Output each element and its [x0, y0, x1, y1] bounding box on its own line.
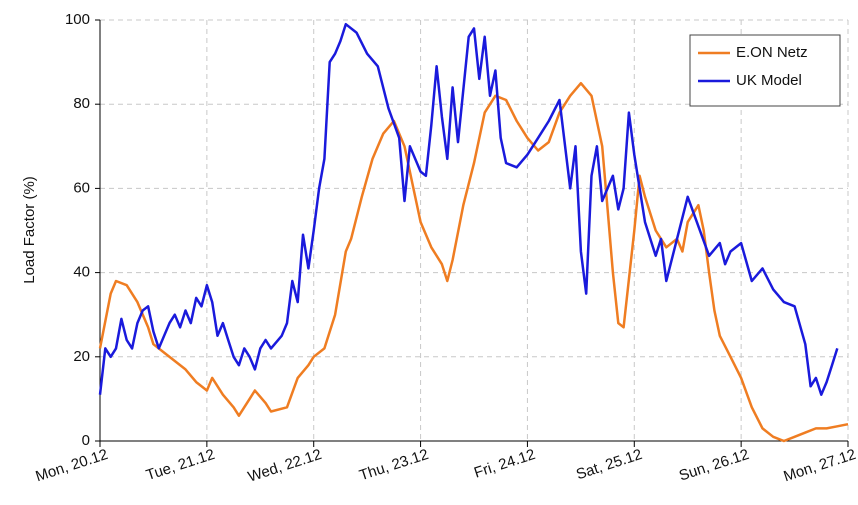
y-tick-label: 80 — [73, 95, 90, 112]
x-tick-label: Sun, 26.12 — [677, 446, 751, 485]
x-tick-label: Mon, 20.12 — [33, 446, 110, 485]
x-tick-label: Sat, 25.12 — [574, 446, 644, 483]
y-tick-label: 0 — [82, 432, 90, 449]
series-line — [98, 81, 849, 443]
x-tick-label: Fri, 24.12 — [472, 446, 538, 482]
y-tick-label: 40 — [73, 264, 90, 281]
x-tick-label: Tue, 21.12 — [144, 446, 217, 484]
x-tick-label: Wed, 22.12 — [246, 446, 324, 486]
legend-box — [689, 34, 841, 107]
y-tick-label: 20 — [73, 348, 90, 365]
y-tick-label: 100 — [65, 11, 90, 28]
y-tick-label: 60 — [73, 179, 90, 196]
legend-label: E.ON Netz — [736, 44, 808, 61]
y-axis-label: Load Factor (%) — [21, 176, 38, 284]
series-line — [98, 22, 839, 396]
legend-label: UK Model — [736, 72, 802, 89]
x-tick-label: Thu, 23.12 — [357, 446, 430, 484]
x-tick-label: Mon, 27.12 — [781, 446, 858, 485]
